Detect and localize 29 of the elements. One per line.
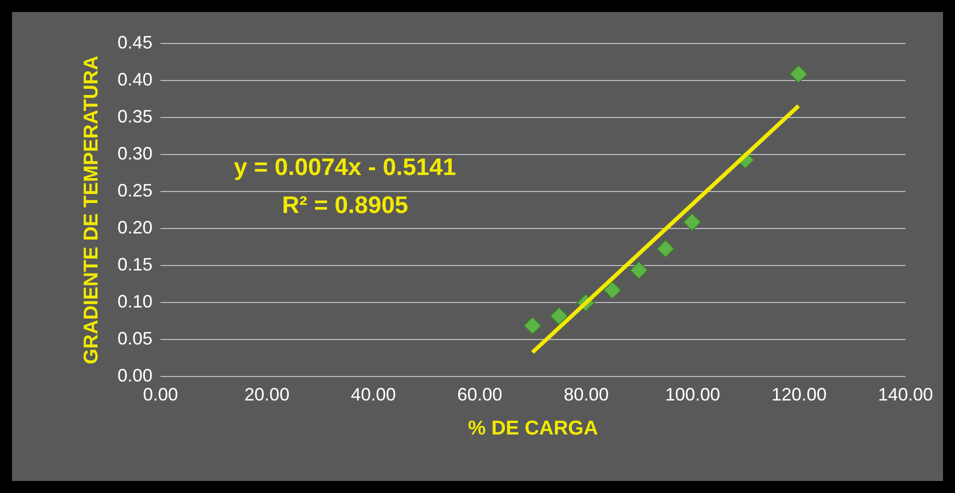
x-tick-label: 40.00 [350, 384, 396, 404]
x-tick-label: 80.00 [564, 384, 609, 404]
point [789, 64, 808, 84]
y-tick-label: 0.20 [117, 218, 152, 238]
point [630, 261, 648, 280]
x-tick-label: 0.00 [142, 384, 178, 404]
annotation: R² = 0.8905 [282, 192, 408, 219]
x-tick-label: 120.00 [772, 384, 827, 404]
x-tick-label: 60.00 [457, 384, 502, 404]
point [656, 240, 675, 258]
point [523, 316, 542, 335]
x-tick-label: 140.00 [878, 384, 934, 404]
y-tick-label: 0.10 [117, 292, 152, 312]
x-tick-label: 20.00 [244, 384, 290, 404]
y-tick-label: 0.35 [117, 106, 152, 126]
y-tick-label: 0.05 [117, 328, 152, 348]
y-tick-label: 0.00 [117, 366, 152, 386]
point [603, 281, 622, 300]
annotation: y = 0.0074x - 0.5141 [234, 154, 456, 181]
y-tick-label: 0.30 [117, 144, 152, 164]
point [682, 212, 702, 232]
y-tick-label: 0.45 [117, 32, 152, 52]
y-axis-title: GRADIENTE DE TEMPERATURA [80, 56, 102, 364]
point [550, 306, 568, 326]
x-tick-label: 100.00 [665, 384, 720, 404]
y-tick-label: 0.40 [117, 70, 152, 90]
y-tick-label: 0.15 [117, 254, 152, 274]
y-tick-label: 0.25 [117, 180, 152, 200]
x-axis-title: % DE CARGA [468, 418, 598, 440]
